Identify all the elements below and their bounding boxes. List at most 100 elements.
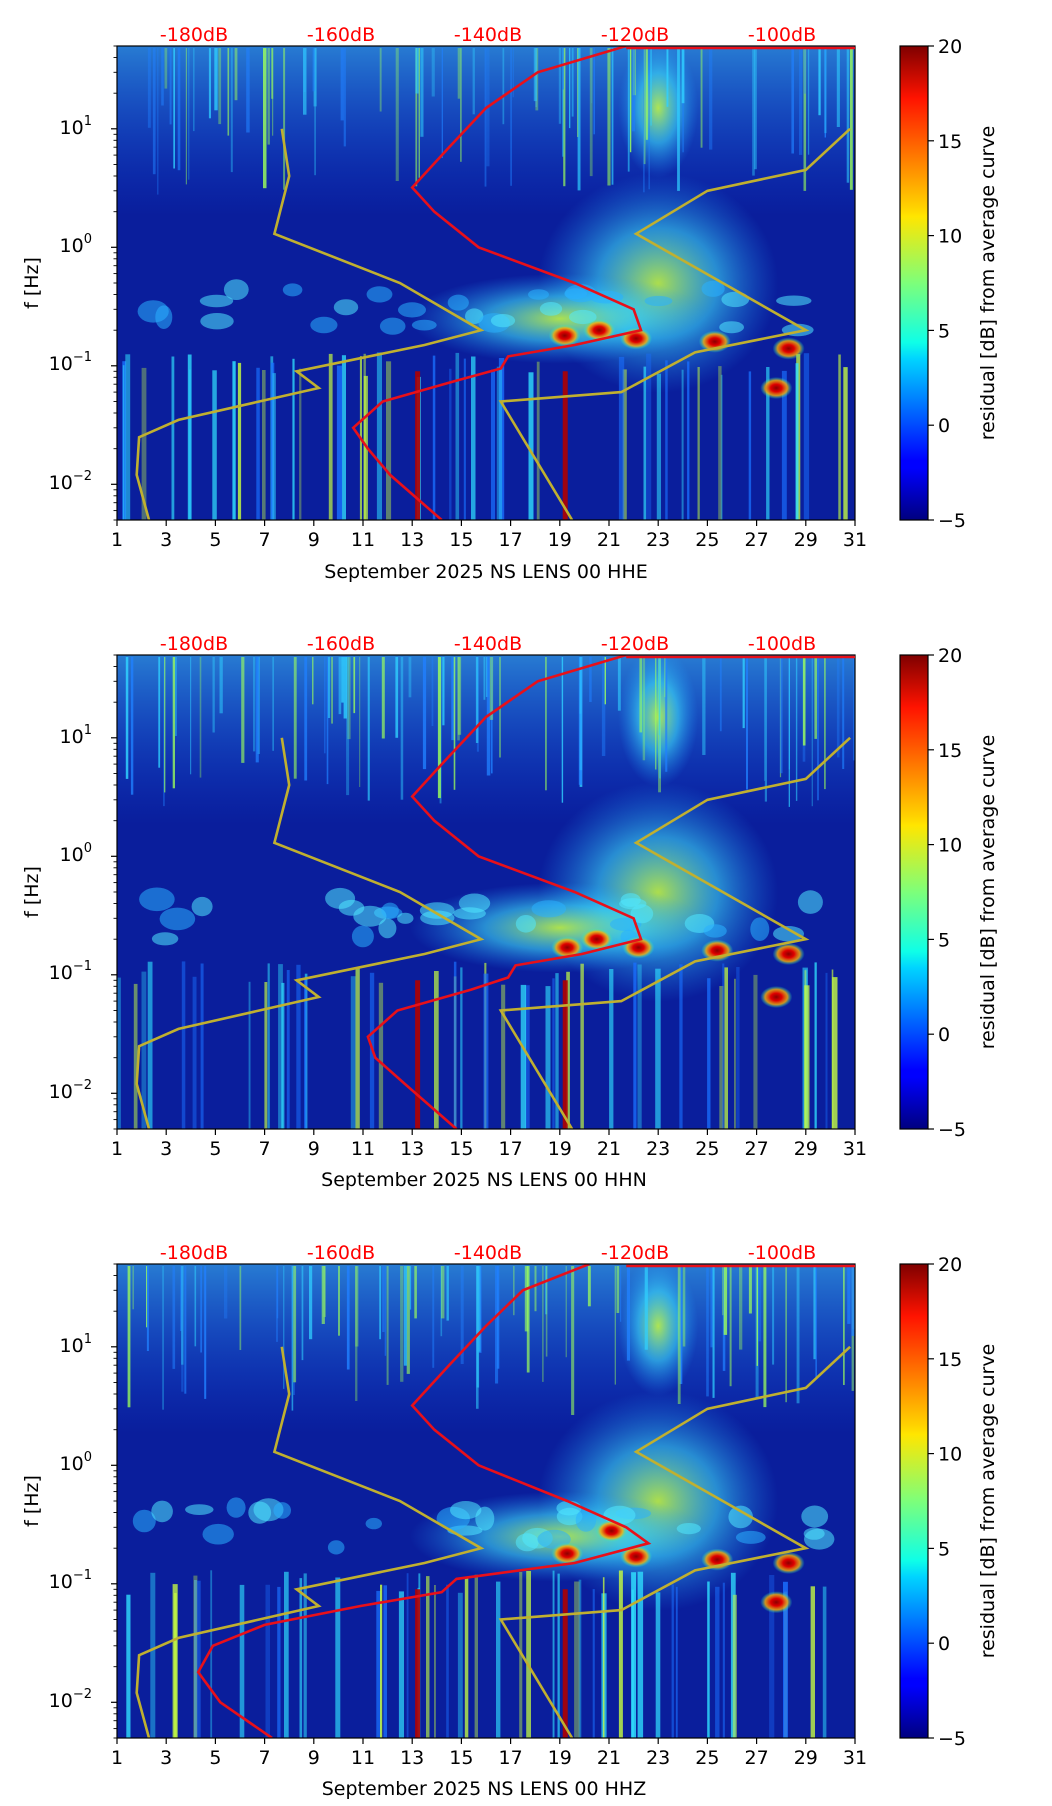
glow-region [618, 655, 699, 787]
y-tick-exp: −2 [73, 1078, 92, 1093]
psd-average-line [196, 1264, 652, 1738]
streak [158, 657, 161, 768]
streak [671, 1584, 674, 1738]
x-tick-label: 1 [111, 1747, 123, 1769]
streak [293, 1266, 297, 1383]
y-tick-label: 101 [60, 1332, 92, 1357]
blob [155, 305, 173, 330]
streak [718, 366, 722, 520]
streak [853, 657, 855, 761]
x-tick-label: 19 [548, 1138, 572, 1160]
streak [355, 1266, 358, 1401]
streak [150, 1572, 156, 1738]
streak [335, 1577, 341, 1738]
streak [406, 1266, 410, 1374]
streak [534, 1266, 537, 1312]
colorbar-tick-label: −5 [938, 510, 966, 532]
streak [849, 48, 853, 190]
streak [415, 48, 419, 94]
streak [632, 48, 636, 132]
blob [801, 1505, 829, 1528]
streak [739, 1266, 743, 1350]
streak [141, 971, 147, 1129]
streak [442, 657, 445, 726]
streak [475, 657, 479, 743]
streak [665, 657, 668, 772]
low-noise-model-line [135, 737, 485, 1129]
streak [169, 48, 172, 125]
streak [648, 48, 650, 190]
streak [340, 48, 344, 121]
streak [277, 1586, 281, 1738]
streak [230, 48, 233, 173]
x-tick-label: 7 [259, 529, 271, 551]
blob [735, 1530, 766, 1544]
hot-spots [551, 1519, 805, 1614]
streak [312, 48, 315, 92]
blob [333, 299, 359, 316]
hf-band [117, 1264, 855, 1434]
streak [267, 963, 270, 1129]
streak [441, 1266, 445, 1319]
streak [420, 48, 424, 137]
streak [545, 986, 551, 1129]
streak [350, 976, 356, 1129]
x-tick-label: 1 [111, 529, 123, 551]
streak [256, 367, 260, 520]
streak [437, 657, 441, 799]
streak [395, 48, 399, 181]
blob [310, 316, 338, 334]
streak [224, 1266, 228, 1319]
streak [846, 48, 850, 183]
streak [609, 969, 614, 1129]
streak [643, 366, 647, 520]
streak [408, 657, 412, 698]
streak [343, 48, 346, 147]
streak [204, 1266, 207, 1399]
streak [172, 1266, 176, 1369]
colorbar-tick-label: 10 [938, 226, 962, 248]
blob [644, 295, 673, 307]
storm-streak [415, 980, 421, 1129]
blob [351, 925, 374, 948]
streak [432, 1266, 435, 1368]
y-tick-base: 10 [60, 1453, 84, 1475]
streak [395, 657, 399, 738]
colorbar-tick-label: 20 [938, 645, 962, 667]
streak [665, 360, 668, 520]
colorbar [899, 45, 929, 521]
streak [677, 1266, 681, 1404]
hot-spot [772, 1552, 805, 1574]
blob [397, 912, 414, 924]
blob [447, 294, 469, 311]
streak [811, 657, 813, 807]
y-axis: 101 100 10−1 10−2 [49, 1263, 117, 1739]
streak [658, 657, 661, 736]
x-axis: 1 3 5 7 9 11 13 15 17 19 21 23 25 27 29 31 [111, 1129, 867, 1160]
blob [381, 902, 399, 919]
y-tick-label: 100 [60, 841, 92, 866]
streak [460, 48, 462, 162]
x-tick-label: 27 [745, 1138, 769, 1160]
streak [194, 1266, 197, 1347]
streak [234, 48, 238, 101]
streak [296, 964, 301, 1129]
streak [592, 1589, 595, 1738]
x-tick-label: 3 [160, 1747, 172, 1769]
streak [376, 352, 382, 520]
streak [188, 48, 190, 180]
streak [796, 1266, 800, 1404]
x-tick-label: 5 [209, 529, 221, 551]
streak [847, 1266, 851, 1324]
streak [614, 1266, 616, 1385]
y-tick-exp: 1 [84, 723, 92, 738]
y-tick-label: 100 [60, 232, 92, 257]
blob [338, 899, 365, 916]
streak [161, 48, 164, 106]
hot-spot [772, 943, 805, 965]
streak [434, 1585, 436, 1738]
streak [664, 657, 666, 698]
x-tick-label: 11 [351, 1138, 375, 1160]
streak [561, 657, 564, 803]
